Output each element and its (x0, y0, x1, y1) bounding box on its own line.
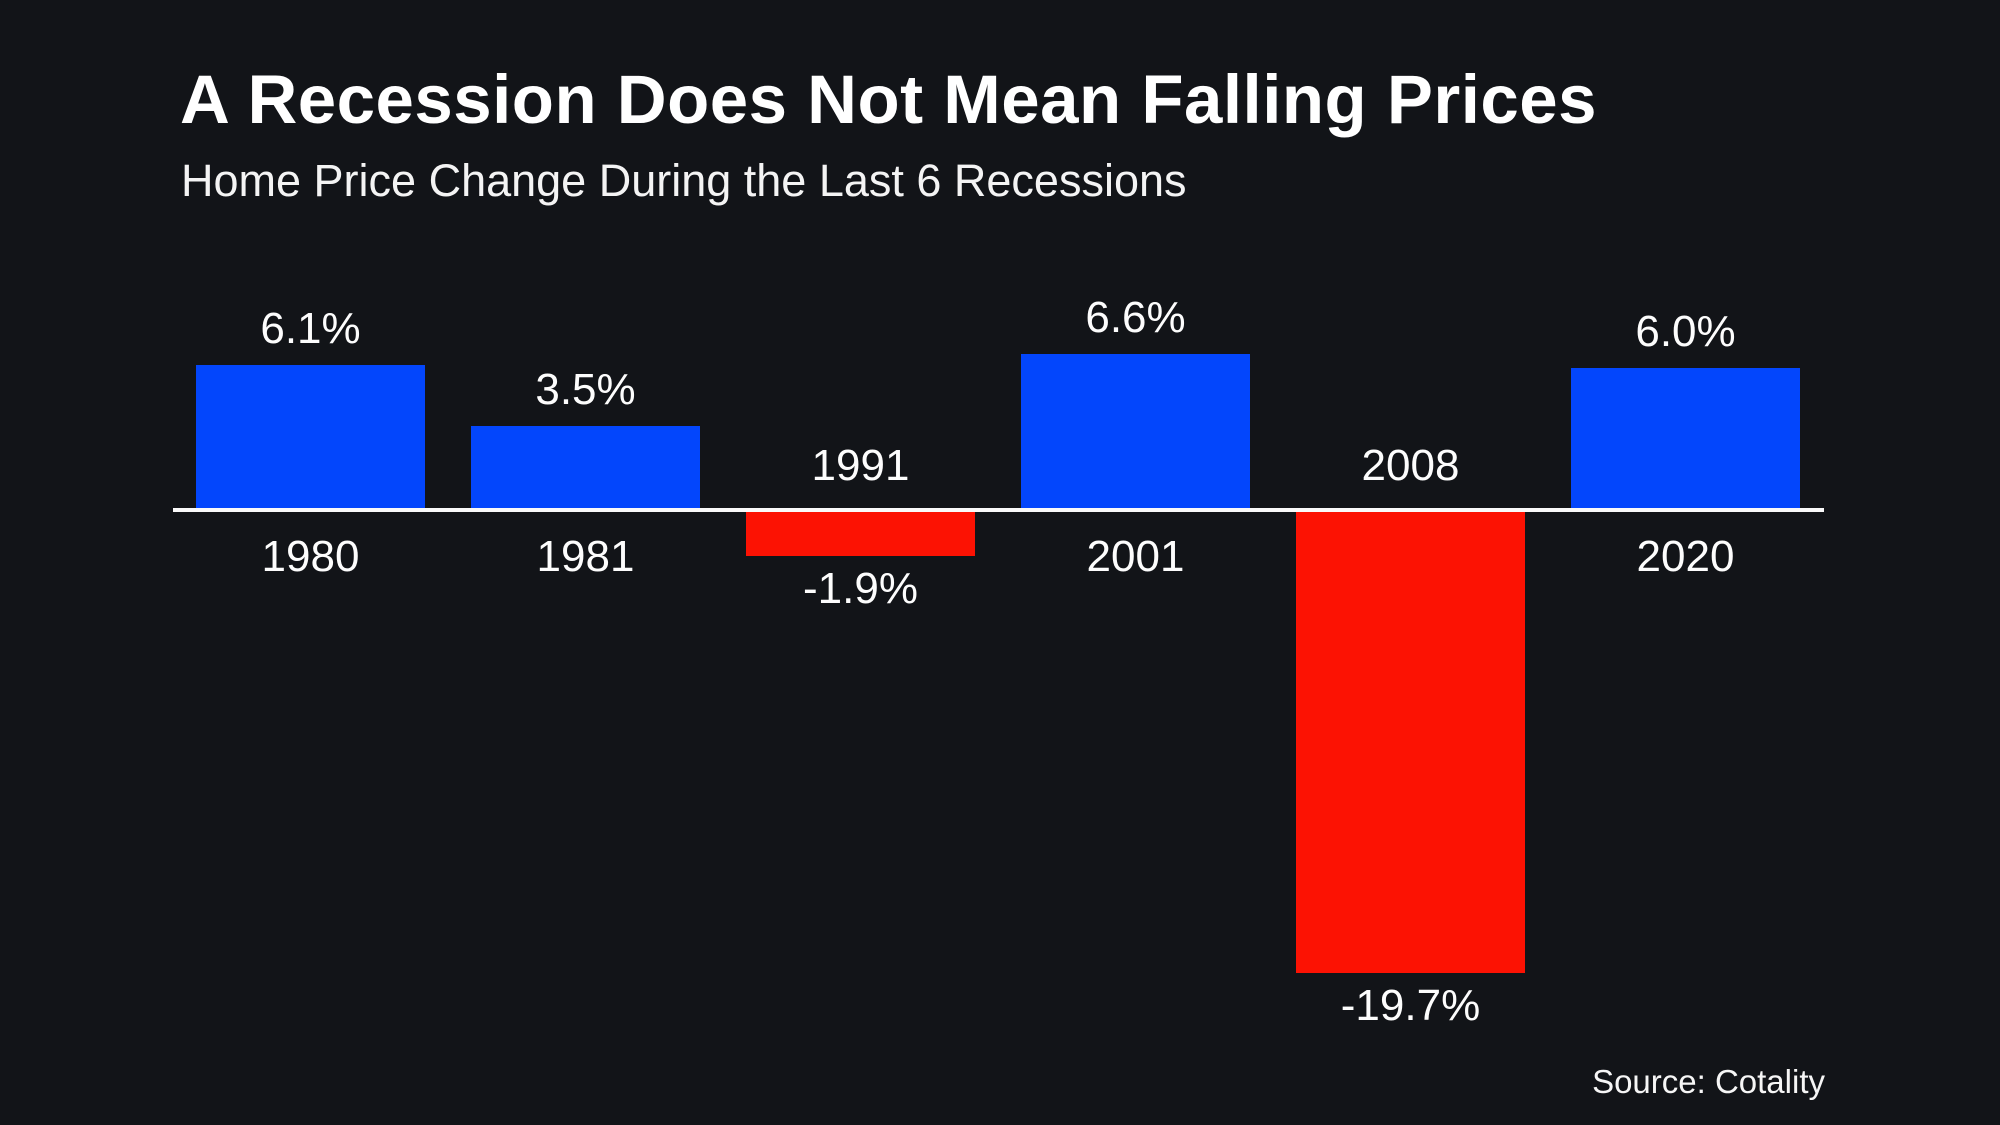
source-note: Source: Cotality (1592, 1063, 1825, 1100)
bar-2001 (1021, 354, 1250, 508)
bar-1991 (746, 512, 975, 556)
chart-title: A Recession Does Not Mean Falling Prices (180, 61, 1598, 138)
bar-2008 (1296, 512, 1525, 973)
year-label-2020: 2020 (1636, 532, 1735, 581)
year-label-1980: 1980 (261, 532, 360, 581)
value-label-1991: -1.9% (803, 564, 918, 613)
year-label-2008: 2008 (1361, 441, 1460, 490)
bar-2020 (1571, 368, 1800, 508)
bar-1981 (471, 426, 700, 508)
year-label-2001: 2001 (1086, 532, 1185, 581)
year-label-1981: 1981 (536, 532, 635, 581)
x-axis-baseline (173, 508, 1824, 512)
year-label-1991: 1991 (811, 441, 910, 490)
value-label-1981: 3.5% (535, 365, 636, 414)
chart-subtitle: Home Price Change During the Last 6 Rece… (181, 155, 1187, 206)
value-label-2001: 6.6% (1085, 293, 1186, 342)
value-label-2020: 6.0% (1635, 307, 1736, 356)
value-label-1980: 6.1% (260, 304, 361, 353)
bar-1980 (196, 365, 425, 508)
value-label-2008: -19.7% (1340, 981, 1481, 1030)
